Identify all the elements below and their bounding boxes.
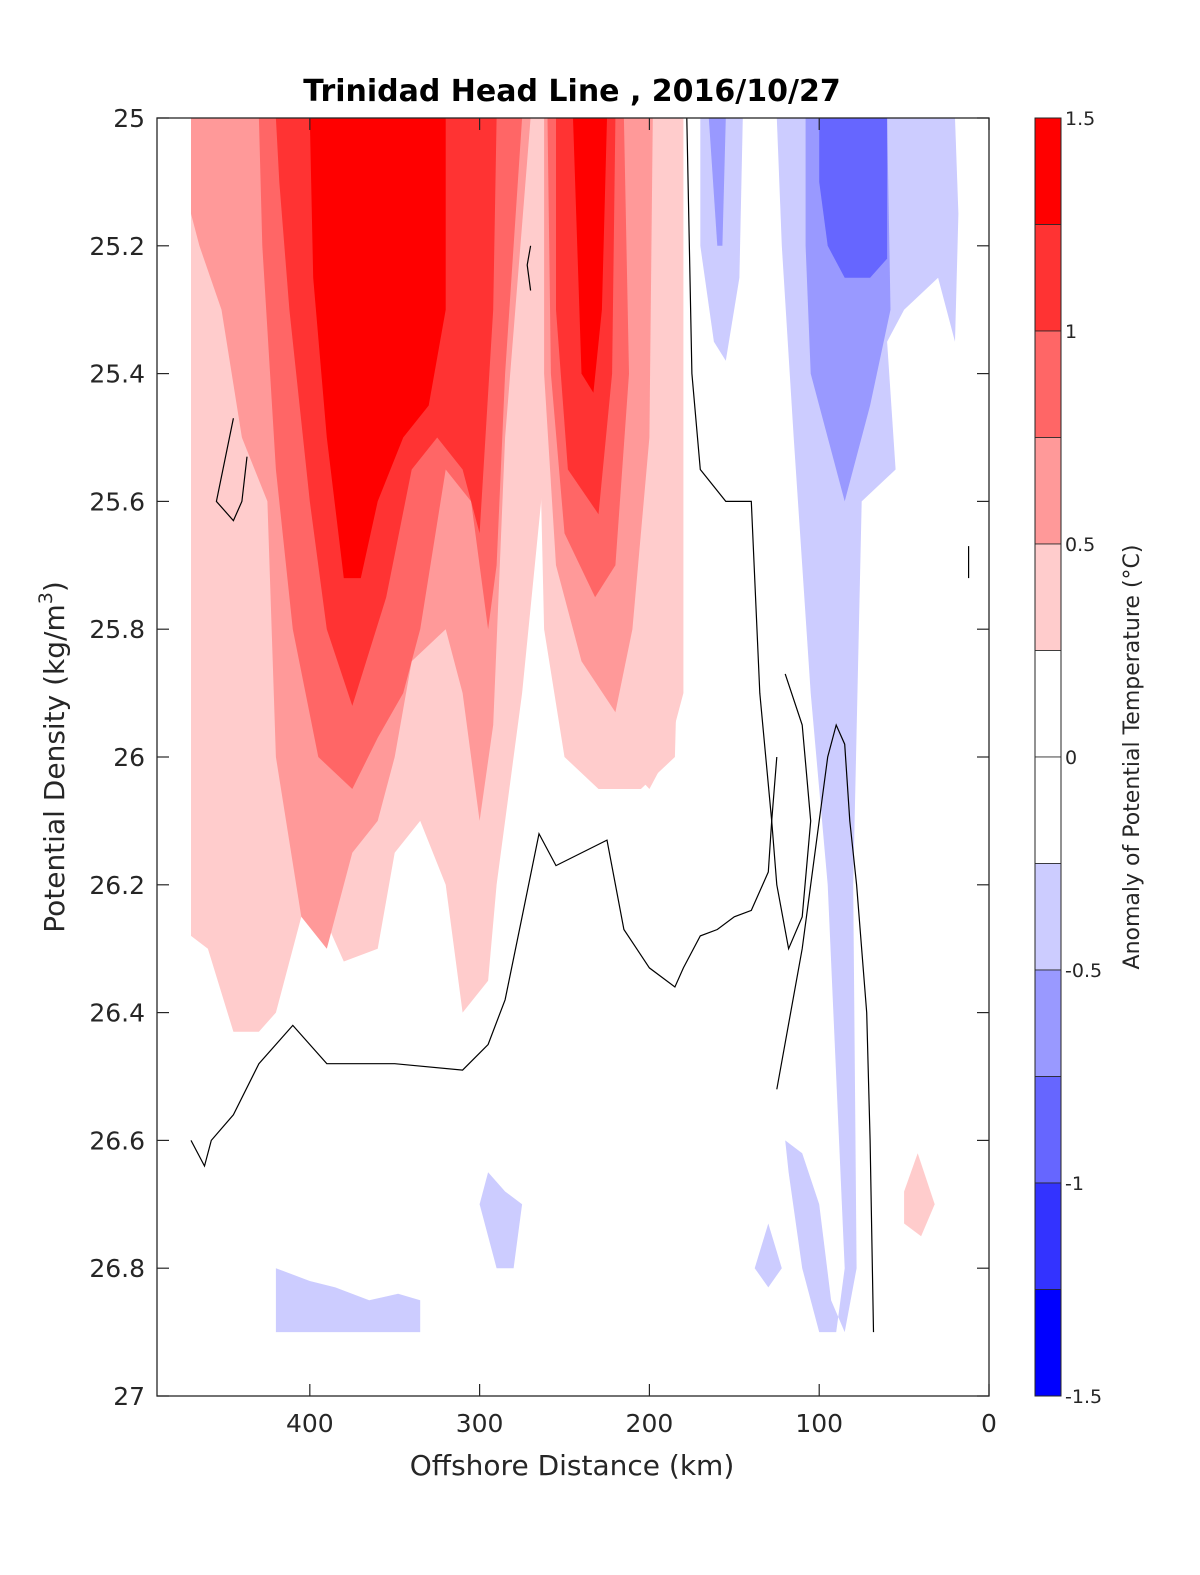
contour-region-warm-tongue-1.5 <box>573 118 607 393</box>
y-axis-label: Potential Density (kg/m3) <box>35 581 71 933</box>
colorbar: 1.5 1 0.5 0 -0.5 -1 -1.5 <box>1034 108 1102 1408</box>
colorbar-swatch <box>1034 437 1062 545</box>
colorbar-tick-label: 0.5 <box>1065 534 1095 556</box>
x-tick-label: 100 <box>795 1409 843 1438</box>
colorbar-swatch <box>1034 1182 1062 1290</box>
colorbar-swatch <box>1034 1076 1062 1184</box>
zero-contour-coastal <box>776 723 875 1333</box>
colorbar-tick-label: 1.5 <box>1065 108 1095 130</box>
y-tick-label: 26.6 <box>89 1126 145 1155</box>
contour-region-warm-small-coastal <box>904 1153 935 1237</box>
y-tick-label: 26.8 <box>89 1254 145 1283</box>
zero-contour-loop-mid <box>771 673 812 951</box>
colorbar-swatch <box>1034 117 1062 225</box>
y-tick-label: 25.6 <box>89 487 145 516</box>
colorbar-tick-label: -0.5 <box>1065 960 1102 982</box>
contour-region-cold-deep-mid <box>479 1172 523 1269</box>
contour-region-cold-deep-small <box>754 1223 782 1288</box>
colorbar-tick-label: -1 <box>1065 1173 1084 1195</box>
colorbar-swatch <box>1034 756 1062 864</box>
zero-contour-lines <box>190 118 970 1333</box>
colorbar-swatch <box>1034 969 1062 1077</box>
y-tick-label: 27 <box>113 1382 145 1411</box>
x-tick-label: 0 <box>981 1409 997 1438</box>
y-tick-label: 25.8 <box>89 615 145 644</box>
contour-region-cold-deep-left <box>275 1268 421 1333</box>
chart-title: Trinidad Head Line , 2016/10/27 <box>303 74 840 109</box>
colorbar-swatch <box>1034 650 1062 758</box>
contour-fills <box>191 118 959 1333</box>
zero-contour-main <box>190 118 773 1168</box>
colorbar-tick-label: 1 <box>1065 321 1077 343</box>
contour-region-cold-nearshore-0.5-a <box>708 118 726 246</box>
y-tick-label: 25.2 <box>89 232 145 261</box>
y-tick-label: 26 <box>113 743 145 772</box>
colorbar-swatch <box>1034 1289 1062 1397</box>
x-tick-label: 200 <box>626 1409 674 1438</box>
zero-contour-small-b <box>526 245 532 291</box>
y-tick-label: 26.4 <box>89 999 145 1028</box>
colorbar-tick-label: -1.5 <box>1065 1386 1102 1408</box>
y-tick-label: 26.2 <box>89 871 145 900</box>
colorbar-label: Anomaly of Potential Temperature (°C) <box>1120 545 1145 970</box>
colorbar-swatch <box>1034 224 1062 332</box>
contour-region-warm-core-1.25 <box>309 118 446 579</box>
x-tick-label: 300 <box>456 1409 504 1438</box>
contour-region-cold-main-0.75 <box>819 118 888 278</box>
colorbar-frame <box>1034 117 1062 1397</box>
colorbar-swatch <box>1034 863 1062 971</box>
y-tick-label: 25.4 <box>89 360 145 389</box>
plot-area <box>157 118 989 1396</box>
x-axis: 400 300 200 100 0 <box>286 118 997 1438</box>
y-axis: 25 25.2 25.4 25.6 25.8 26 26.2 26.4 26.6 26.8 27 <box>89 104 989 1411</box>
colorbar-swatch <box>1034 543 1062 651</box>
contour-region-cold-main-0.25 <box>776 118 959 1333</box>
x-tick-label: 400 <box>286 1409 334 1438</box>
zero-contour-small-a <box>215 418 248 522</box>
colorbar-swatch <box>1034 330 1062 438</box>
x-axis-label: Offshore Distance (km) <box>410 1449 735 1482</box>
colorbar-tick-label: 0 <box>1065 747 1077 769</box>
y-tick-label: 25 <box>113 104 145 133</box>
